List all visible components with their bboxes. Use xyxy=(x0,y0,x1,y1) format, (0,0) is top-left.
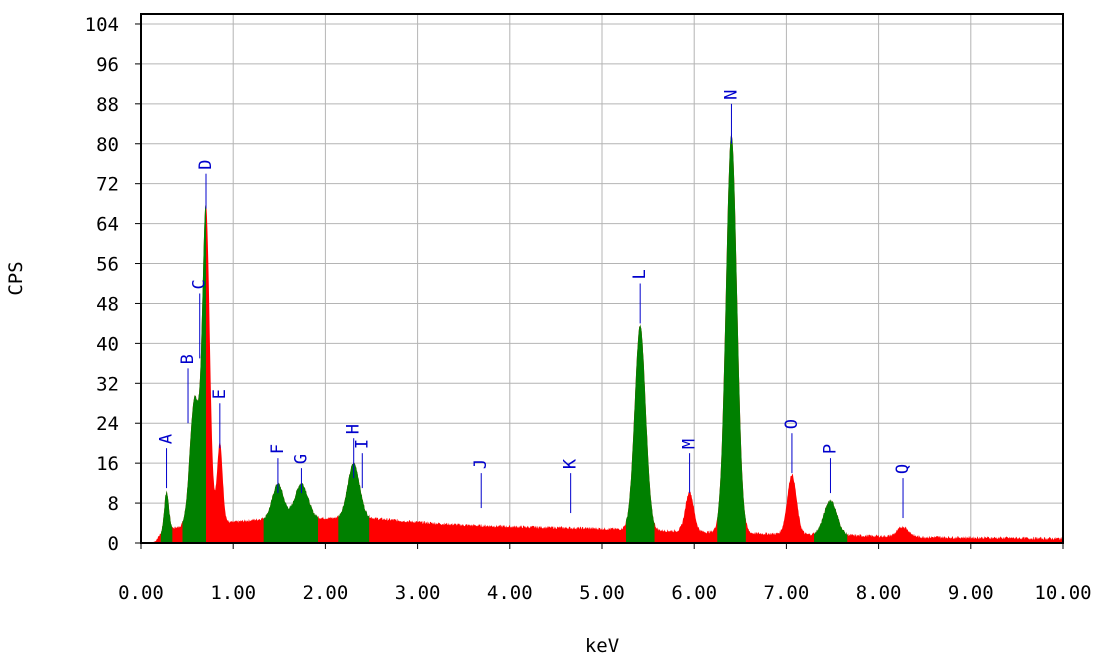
peak-area xyxy=(338,462,370,543)
y-tick-label: 96 xyxy=(96,54,119,76)
peak-markers: A B C D E FG HI J K L M N O P Q xyxy=(157,90,913,519)
y-tick-label: 72 xyxy=(96,174,119,196)
x-tick-label: 2.00 xyxy=(303,582,349,604)
peak-label: L xyxy=(630,269,650,279)
peak-label: P xyxy=(820,444,840,454)
spectrum-fills xyxy=(141,133,1063,543)
peak-area xyxy=(717,133,746,543)
y-axis-label: CPS xyxy=(5,261,27,295)
peak-label: Q xyxy=(893,464,913,474)
y-tick-label: 16 xyxy=(96,453,119,475)
y-tick-label: 56 xyxy=(96,254,119,276)
x-tick-label: 8.00 xyxy=(856,582,902,604)
peak-label: G xyxy=(291,454,311,464)
axis-ticks: 0.00 1.00 2.00 3.00 4.00 5.00 6.00 7.00 8.00 9.00… xyxy=(85,14,1092,604)
peak-label: I xyxy=(352,439,372,449)
x-tick-label: 4.00 xyxy=(487,582,533,604)
peak-area xyxy=(284,482,319,543)
y-tick-label: 40 xyxy=(96,333,119,355)
y-tick-label: 24 xyxy=(96,413,119,435)
peak-label: O xyxy=(782,419,802,429)
peak-label: K xyxy=(561,458,581,469)
x-tick-label: 1.00 xyxy=(210,582,256,604)
peak-area xyxy=(160,490,173,543)
x-tick-label: 3.00 xyxy=(395,582,441,604)
peak-area xyxy=(182,201,206,543)
y-tick-label: 64 xyxy=(96,214,119,236)
y-tick-label: 8 xyxy=(108,493,119,515)
x-tick-label: 10.00 xyxy=(1034,582,1091,604)
x-tick-label: 6.00 xyxy=(671,582,717,604)
x-tick-label: 0.00 xyxy=(118,582,164,604)
peak-label: D xyxy=(196,159,216,169)
peak-label: N xyxy=(721,90,741,100)
y-tick-label: 48 xyxy=(96,293,119,315)
peak-label: B xyxy=(178,354,198,364)
x-tick-label: 7.00 xyxy=(764,582,810,604)
y-tick-label: 88 xyxy=(96,94,119,116)
y-tick-label: 104 xyxy=(85,14,119,36)
y-tick-label: 32 xyxy=(96,373,119,395)
peak-label: M xyxy=(680,439,700,449)
grid-lines xyxy=(140,14,1064,544)
x-axis-label: keV xyxy=(585,635,619,657)
x-tick-label: 5.00 xyxy=(579,582,625,604)
peak-label: F xyxy=(268,444,288,454)
peak-label: H xyxy=(344,424,364,434)
peak-label: C xyxy=(190,279,210,289)
y-tick-label: 0 xyxy=(108,533,119,555)
peak-label: J xyxy=(471,459,491,469)
y-tick-label: 80 xyxy=(96,134,119,156)
peak-label: A xyxy=(157,434,177,444)
peak-label: E xyxy=(210,389,230,399)
peak-area xyxy=(814,499,848,543)
x-tick-label: 9.00 xyxy=(948,582,994,604)
peak-area xyxy=(625,324,655,543)
